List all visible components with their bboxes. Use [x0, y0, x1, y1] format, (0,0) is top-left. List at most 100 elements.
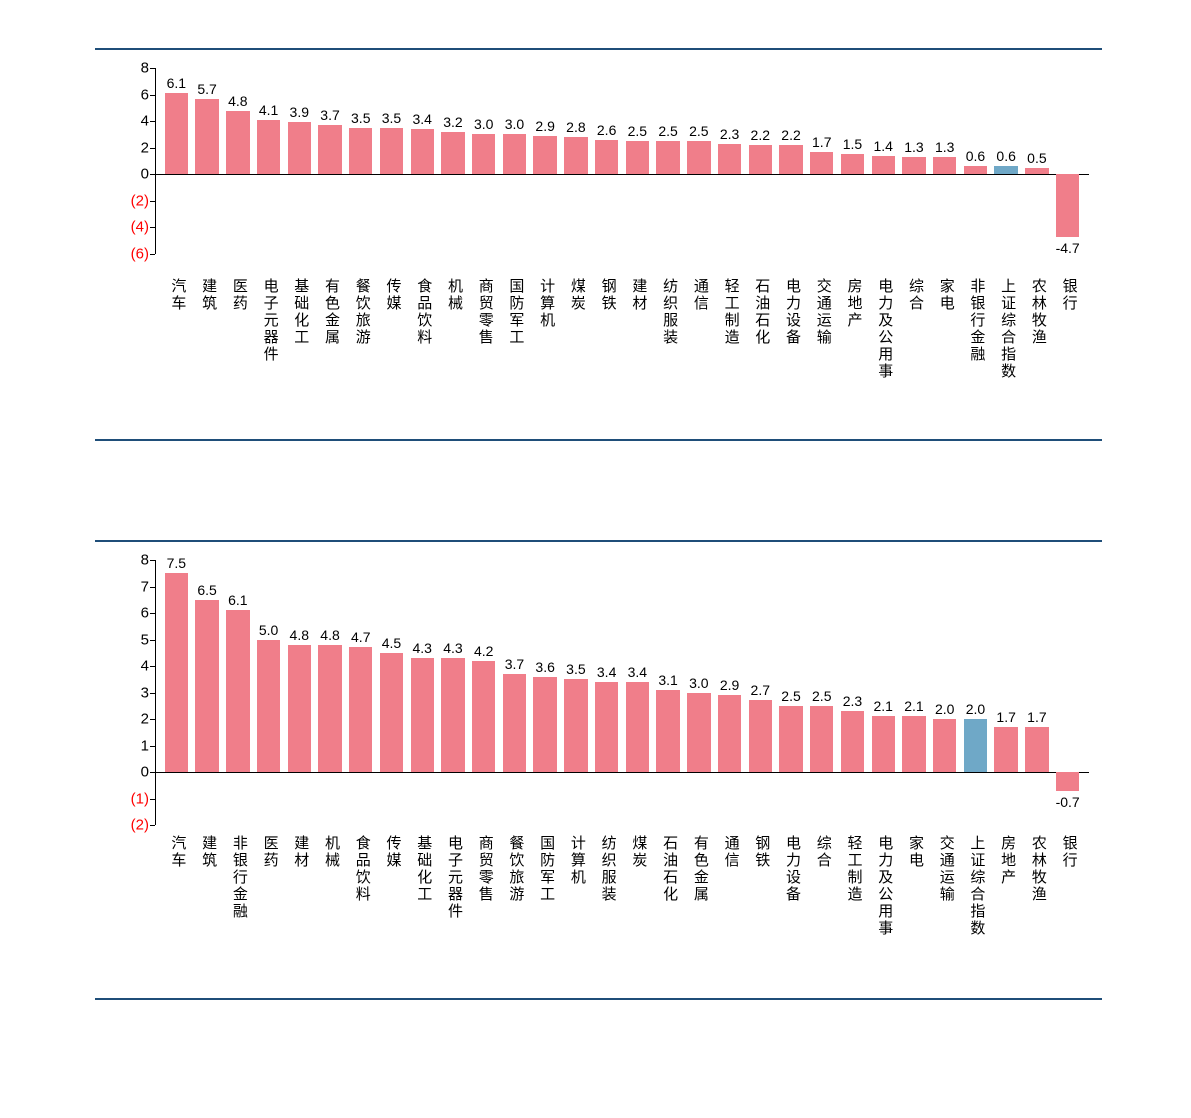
category-label: 通信: [721, 835, 742, 869]
bar: [1056, 174, 1079, 236]
bar-value-label: -0.7: [1056, 794, 1080, 810]
bar-value-label: 2.1: [873, 698, 892, 714]
category-label: 轻工制造: [844, 835, 865, 903]
bar-value-label: 5.0: [259, 622, 278, 638]
bar-slot: 3.5: [345, 68, 376, 254]
bar-value-label: 7.5: [167, 555, 186, 571]
bar: [226, 610, 249, 772]
ytick-label: 1: [141, 737, 155, 754]
bar-value-label: 2.3: [843, 693, 862, 709]
bar-value-label: 3.5: [566, 661, 585, 677]
bar-value-label: 2.5: [812, 688, 831, 704]
bar-slot: 3.4: [407, 68, 438, 254]
category-label: 计算机: [536, 278, 557, 329]
ytick-label: 5: [141, 631, 155, 648]
bar-slot: 6.1: [222, 560, 253, 825]
bar-slot: 2.5: [806, 560, 837, 825]
category-label: 上证综合指数: [997, 278, 1018, 380]
bar-slot: 2.8: [561, 68, 592, 254]
bar-value-label: 2.5: [689, 123, 708, 139]
bar: [380, 653, 403, 772]
category-label: 银行: [1059, 835, 1080, 869]
category-label: 交通运输: [936, 835, 957, 903]
bar-slot: 4.8: [284, 560, 315, 825]
bar-slot: 5.0: [253, 560, 284, 825]
bar: [318, 125, 341, 174]
ytick-label: (1): [131, 790, 155, 807]
bar-slot: 3.2: [438, 68, 469, 254]
bar-value-label: 3.2: [443, 114, 462, 130]
category-label: 煤炭: [628, 835, 649, 869]
bar: [687, 141, 710, 174]
bar: [656, 141, 679, 174]
bar-slot: 3.9: [284, 68, 315, 254]
bar: [533, 136, 556, 175]
bar: [933, 719, 956, 772]
category-label: 机械: [321, 835, 342, 869]
bar: [626, 141, 649, 174]
ytick-label: 2: [141, 139, 155, 156]
bar-value-label: 2.3: [720, 126, 739, 142]
bar-slot: 2.2: [745, 68, 776, 254]
bar-value-label: 3.6: [535, 659, 554, 675]
ytick-label: 6: [141, 605, 155, 622]
bar-slot: 2.0: [929, 560, 960, 825]
bar-slot: 1.5: [837, 68, 868, 254]
bar-value-label: 6.1: [167, 75, 186, 91]
bar-value-label: 2.7: [751, 682, 770, 698]
bar: [165, 573, 188, 772]
category-label: 电子元器件: [260, 278, 281, 363]
category-label: 国防军工: [505, 278, 526, 346]
category-label: 有色金属: [321, 278, 342, 346]
bar: [411, 129, 434, 174]
bar-value-label: 3.0: [689, 675, 708, 691]
ytick-label: 7: [141, 578, 155, 595]
chart1: 86420(2)(4)(6)6.15.74.84.13.93.73.53.53.…: [95, 48, 1102, 441]
bar-value-label: 2.5: [781, 688, 800, 704]
bar-value-label: 2.6: [597, 122, 616, 138]
bar-slot: 2.9: [530, 68, 561, 254]
category-label: 家电: [905, 835, 926, 869]
bar-slot: 1.3: [929, 68, 960, 254]
bar-slot: 3.5: [376, 68, 407, 254]
bar: [595, 682, 618, 772]
bar: [472, 661, 495, 772]
bar-value-label: 1.7: [812, 134, 831, 150]
bar-slot: 6.1: [161, 68, 192, 254]
ytick-label: 0: [141, 764, 155, 781]
ytick-label: (6): [131, 246, 155, 263]
bar: [902, 716, 925, 772]
bar-slot: 0.6: [960, 68, 991, 254]
bar: [1025, 168, 1048, 175]
ytick-label: (2): [131, 817, 155, 834]
bar-slot: 1.7: [991, 560, 1022, 825]
bar-slot: 2.9: [714, 560, 745, 825]
bar: [195, 600, 218, 772]
bar-value-label: 3.9: [290, 104, 309, 120]
bar-value-label: 3.0: [474, 116, 493, 132]
bar-value-label: 4.8: [320, 627, 339, 643]
category-label: 钢铁: [751, 835, 772, 869]
ytick-label: 2: [141, 711, 155, 728]
bar-slot: 4.2: [468, 560, 499, 825]
category-label: 家电: [936, 278, 957, 312]
bars: 7.56.56.15.04.84.84.74.54.34.34.23.73.63…: [161, 560, 1083, 825]
category-label: 电力设备: [782, 835, 803, 903]
bar-slot: 2.5: [622, 68, 653, 254]
bar-slot: 2.3: [837, 560, 868, 825]
bar-value-label: 2.0: [935, 701, 954, 717]
category-label: 综合: [905, 278, 926, 312]
category-label: 交通运输: [813, 278, 834, 346]
ytick-label: 8: [141, 552, 155, 569]
category-label: 房地产: [997, 835, 1018, 886]
bar-slot: 6.5: [192, 560, 223, 825]
bar-value-label: 2.8: [566, 119, 585, 135]
bar-slot: 2.1: [868, 560, 899, 825]
bar-slot: 3.4: [622, 560, 653, 825]
bar: [841, 154, 864, 174]
category-label: 建筑: [198, 835, 219, 869]
bar: [687, 693, 710, 773]
bar: [503, 134, 526, 174]
bar: [933, 157, 956, 174]
category-label: 钢铁: [598, 278, 619, 312]
